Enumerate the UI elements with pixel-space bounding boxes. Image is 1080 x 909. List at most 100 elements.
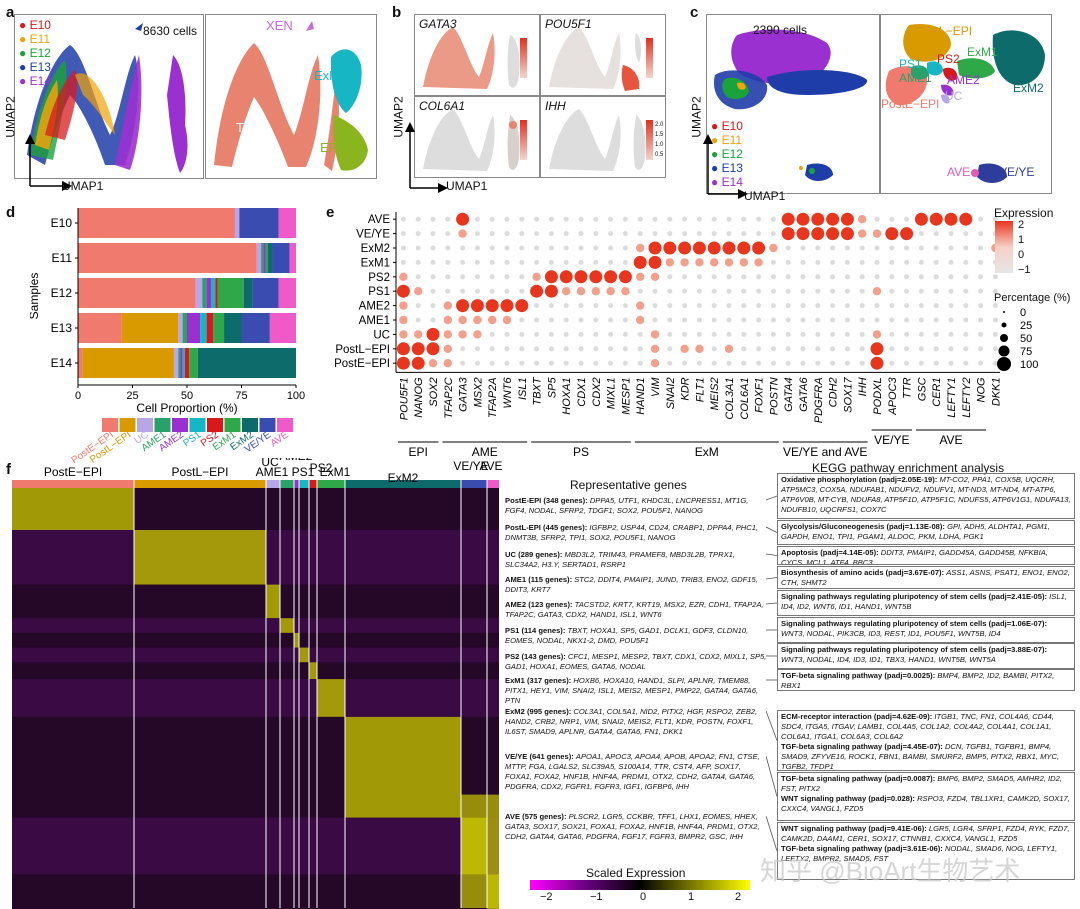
heatmap-cluster-block xyxy=(309,662,317,680)
dot xyxy=(430,245,436,251)
dot xyxy=(396,284,410,298)
rep-genes-cluster: PS1 (114 genes): xyxy=(505,626,568,635)
dot xyxy=(485,299,499,313)
panel-f-letter: f xyxy=(6,461,11,478)
dot xyxy=(826,227,840,241)
feature-plot-col6a1: COL6A1 xyxy=(414,96,540,178)
dot xyxy=(399,301,408,310)
feature-title-gata3: GATA3 xyxy=(419,17,457,31)
dot xyxy=(608,346,614,352)
dot xyxy=(593,216,599,222)
dot xyxy=(711,303,717,309)
bar-segment xyxy=(210,278,216,308)
cluster-c-ps1: PS1 xyxy=(899,57,922,71)
feature-scatter-col6a1 xyxy=(423,109,520,171)
kegg-pathway: WNT signaling pathway (padj=9.41E-06): xyxy=(781,824,929,833)
dot xyxy=(978,216,984,222)
pct-legend-dot xyxy=(997,357,1011,371)
dot xyxy=(815,288,821,294)
dot xyxy=(963,288,969,294)
dot xyxy=(650,344,660,353)
dot xyxy=(944,212,958,226)
dot xyxy=(519,346,525,352)
dot xyxy=(534,346,540,352)
feature-title-col6a1: COL6A1 xyxy=(419,99,466,113)
rep-genes-row: ExM1 (317 genes): HOXB6, HOXA10, HAND1, … xyxy=(505,676,767,706)
bar-segment xyxy=(263,243,266,273)
dot xyxy=(591,287,600,296)
dot xyxy=(696,274,702,280)
bar-segment xyxy=(182,313,187,343)
feature-plot-gata3: GATA3 xyxy=(414,14,540,96)
dot xyxy=(963,245,969,251)
dot xyxy=(489,245,495,251)
dot xyxy=(785,274,791,280)
y-axis-title: Samples xyxy=(30,273,41,320)
dot xyxy=(800,259,806,265)
kegg-pathway: Biosynthesis of amino acids (padj=3.67E-… xyxy=(781,568,947,577)
panel-a-umap-clusters: XEN ExM TrB EPI xyxy=(205,14,377,179)
dot xyxy=(741,216,747,222)
dot xyxy=(815,317,821,323)
dot xyxy=(711,288,717,294)
dot xyxy=(815,360,821,366)
cluster-c-exm1: ExM1 xyxy=(967,45,998,59)
cluster-annotation-bar xyxy=(134,480,266,488)
dot xyxy=(874,245,880,251)
dot xyxy=(578,231,584,237)
dotplot-row-label: ExM1 xyxy=(361,257,390,269)
dot xyxy=(460,274,466,280)
heatmap-cluster-label: UC xyxy=(261,458,279,469)
dot xyxy=(637,231,643,237)
pct-legend-dot xyxy=(1003,311,1005,313)
dot xyxy=(963,259,969,265)
dot xyxy=(578,303,584,309)
dot xyxy=(474,216,480,222)
dot xyxy=(458,330,467,339)
dot xyxy=(474,245,480,251)
legend-item-e14: ● E14 xyxy=(19,74,51,88)
bar-segment xyxy=(215,278,218,308)
dot xyxy=(785,331,791,337)
bar-segment xyxy=(121,313,179,343)
kegg-genes: WNT3, NODAL, ID4, ID3, ID1, TBX3, HAND1,… xyxy=(781,655,996,664)
panel-c-stage-legend: ● E10 ● E11 ● E12 ● E13 ● E14 xyxy=(711,119,743,189)
cluster-annotation-bar xyxy=(294,480,299,488)
dot xyxy=(696,288,702,294)
dot xyxy=(963,317,969,323)
dot xyxy=(695,344,704,353)
panel-c-letter: c xyxy=(690,4,699,21)
dot xyxy=(636,301,645,310)
dot xyxy=(933,331,939,337)
dotplot-row-label: PS2 xyxy=(368,272,390,284)
dot xyxy=(741,274,747,280)
dot xyxy=(992,360,998,366)
kegg-genes: WNT3, NODAL, PIK3CB, ID3, REST, ID1, POU… xyxy=(781,629,1001,638)
feature-colorbar-ticks: 2.0 1.5 1.0 0.5 xyxy=(655,122,664,158)
dot xyxy=(534,331,540,337)
legend-swatch xyxy=(224,418,241,432)
feature-scatter-ihh xyxy=(549,109,646,171)
dotplot-row-label: PS1 xyxy=(368,286,390,298)
bar-segment xyxy=(200,313,207,343)
dot xyxy=(652,288,658,294)
dot xyxy=(796,227,810,241)
dot xyxy=(470,299,484,313)
dot xyxy=(889,317,895,323)
dot xyxy=(652,216,658,222)
dot xyxy=(815,259,821,265)
dot xyxy=(593,245,599,251)
dot xyxy=(756,231,762,237)
dot xyxy=(430,216,436,222)
dot xyxy=(608,259,614,265)
dot xyxy=(608,231,614,237)
dot xyxy=(859,245,865,251)
dot xyxy=(415,317,421,323)
dotplot-gene-label: KDR xyxy=(680,377,692,400)
dot xyxy=(785,288,791,294)
dot xyxy=(622,231,628,237)
dot xyxy=(563,317,569,323)
dot xyxy=(559,270,573,284)
dot xyxy=(904,259,910,265)
